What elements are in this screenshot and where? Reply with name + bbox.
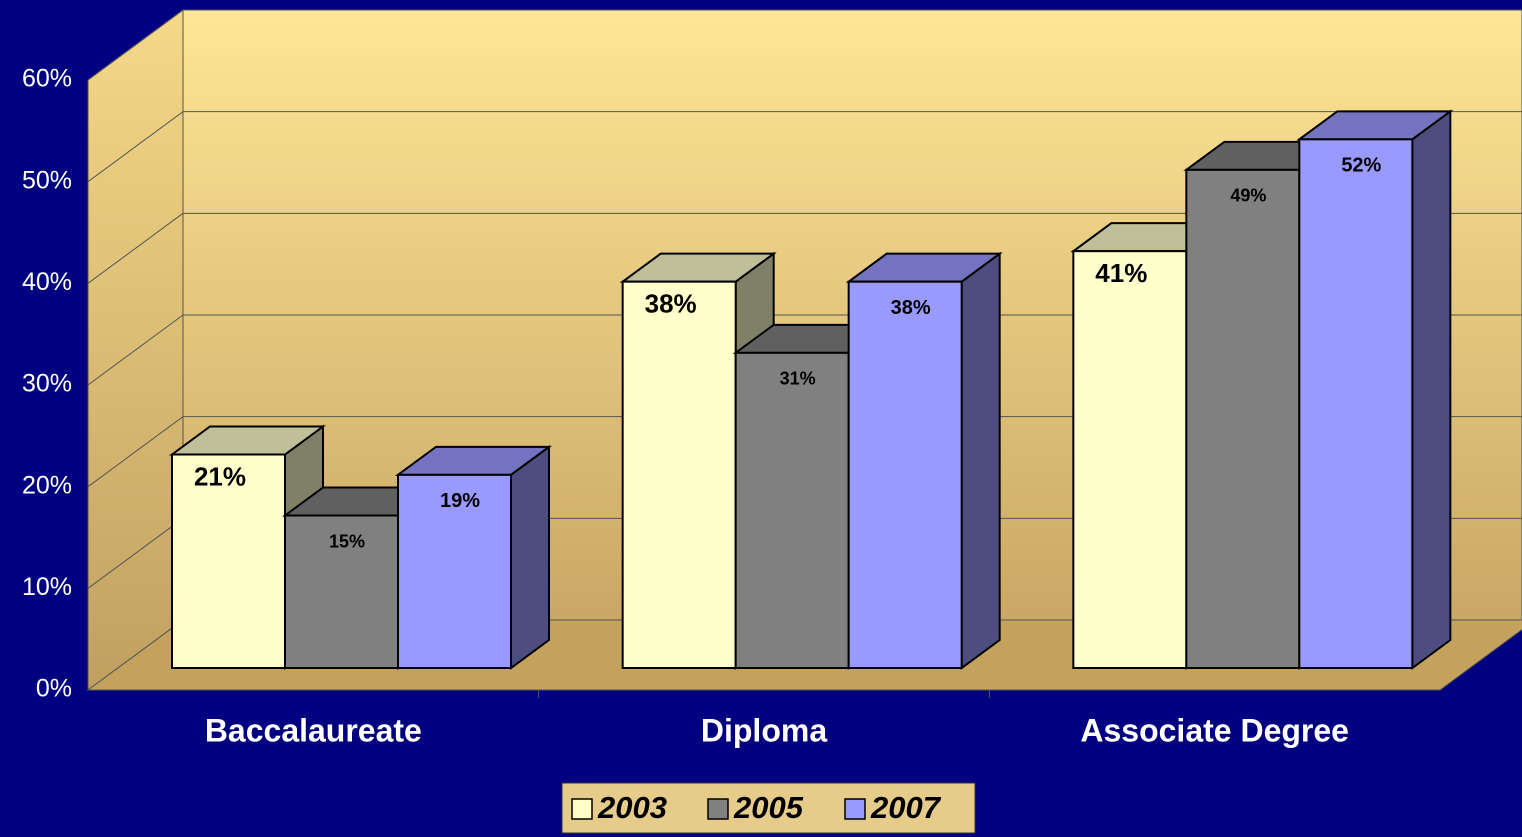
bar-side bbox=[960, 251, 1001, 670]
bar-side bbox=[1411, 109, 1452, 670]
value-label: 21% bbox=[194, 461, 246, 491]
legend bbox=[561, 782, 976, 834]
value-label: 31% bbox=[780, 369, 816, 389]
x-tick-label: Diploma bbox=[701, 712, 827, 748]
y-tick-label: 0% bbox=[36, 675, 72, 703]
value-label: 38% bbox=[891, 297, 931, 319]
y-tick-label: 50% bbox=[22, 166, 72, 194]
legend-label: 2003 bbox=[597, 790, 667, 825]
bar: 52% bbox=[1296, 109, 1454, 670]
bar: 19% bbox=[394, 444, 553, 670]
bar-front bbox=[284, 514, 399, 669]
grid-line-side bbox=[87, 314, 184, 386]
bar-front bbox=[397, 473, 512, 670]
x-tick-label: Baccalaureate bbox=[205, 712, 422, 748]
value-label: 41% bbox=[1095, 258, 1147, 288]
y-tick-label: 40% bbox=[22, 268, 72, 296]
x-tick-label: Associate Degree bbox=[1080, 712, 1349, 748]
y-tick-label: 10% bbox=[22, 573, 72, 601]
bar-front bbox=[734, 351, 850, 669]
bar-front bbox=[1072, 250, 1188, 670]
grid-line-side bbox=[87, 517, 184, 589]
legend-swatch bbox=[844, 798, 866, 820]
value-label: 19% bbox=[440, 490, 480, 512]
legend-label: 2007 bbox=[870, 790, 942, 825]
y-tick-label: 30% bbox=[22, 370, 72, 398]
value-label: 49% bbox=[1230, 186, 1266, 206]
value-label: 38% bbox=[645, 289, 697, 319]
legend-swatch bbox=[571, 798, 593, 820]
grid-line-side bbox=[87, 111, 184, 183]
bar-front bbox=[1298, 138, 1414, 670]
bar-front bbox=[171, 453, 286, 669]
grid-line-side bbox=[87, 212, 184, 284]
bar-front bbox=[1185, 168, 1301, 669]
legend-swatch bbox=[707, 798, 729, 820]
y-tick-label: 60% bbox=[22, 65, 72, 93]
value-label: 52% bbox=[1341, 155, 1381, 177]
bar-front bbox=[847, 280, 963, 669]
y-tick-label: 20% bbox=[22, 471, 72, 499]
bar: 38% bbox=[845, 251, 1003, 670]
legend-label: 2005 bbox=[733, 790, 804, 825]
value-label: 15% bbox=[329, 531, 365, 551]
bar-front bbox=[621, 280, 737, 669]
grid-line-side bbox=[87, 9, 184, 81]
bar-side bbox=[510, 444, 550, 670]
grid-line-side bbox=[87, 416, 184, 488]
